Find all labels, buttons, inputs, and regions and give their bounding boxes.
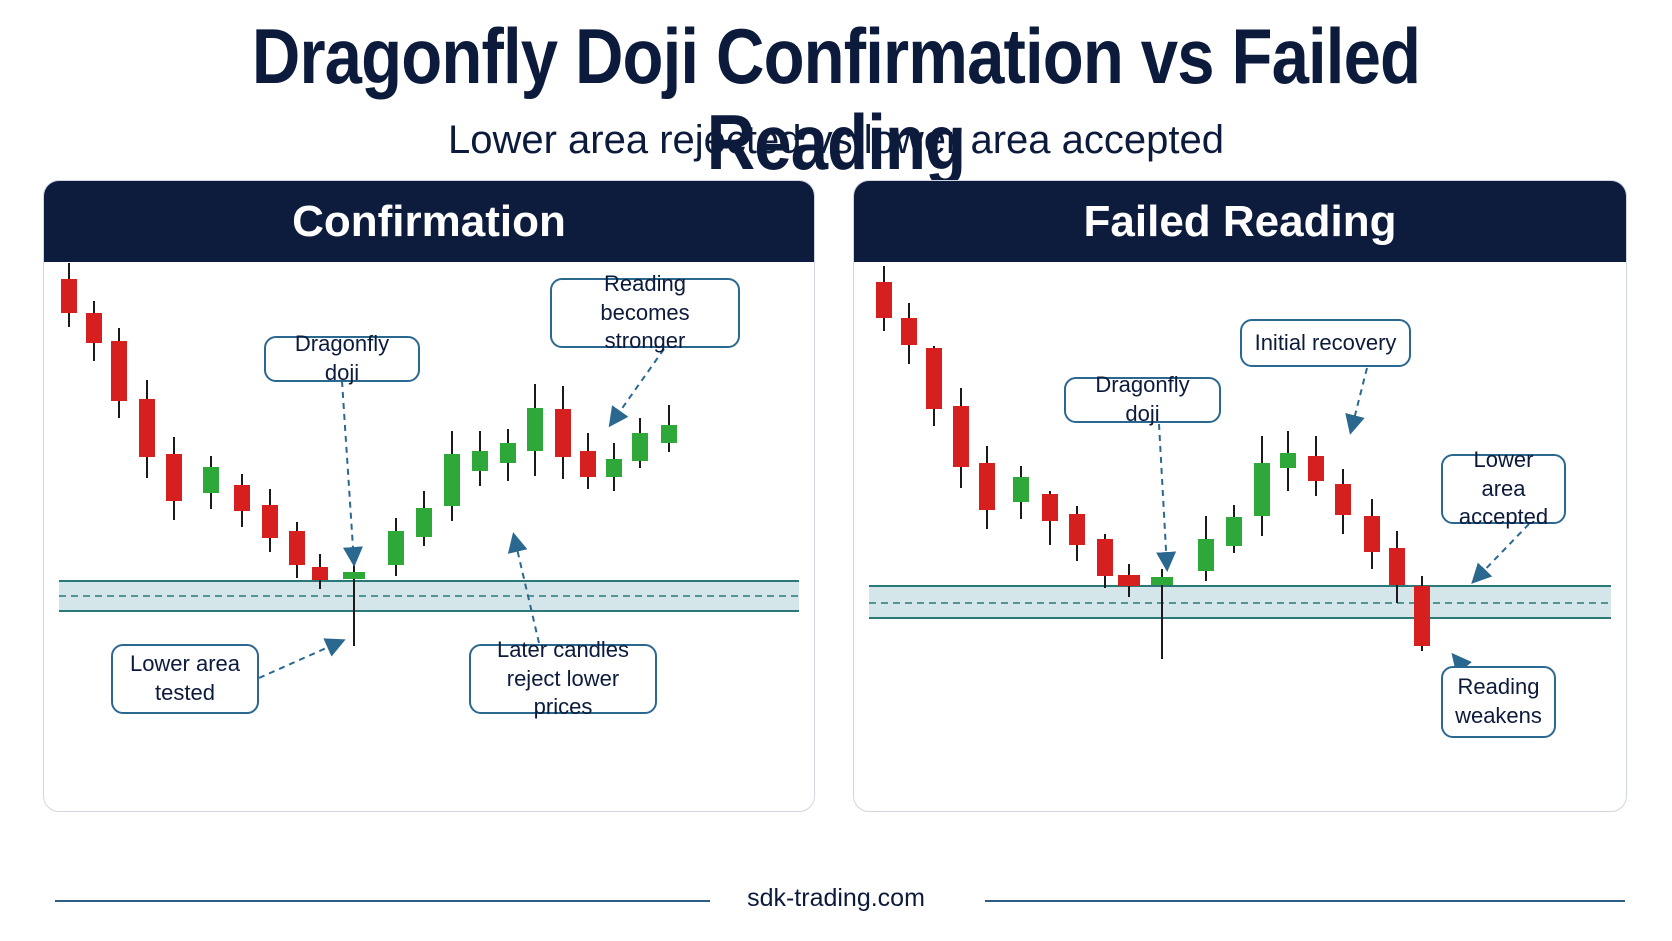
bearish-candle [312,554,328,589]
bearish-candle [61,263,77,327]
callout-arrows-right [1156,367,1530,685]
callout-lower-area-accepted: Lower area accepted [1441,447,1566,529]
arrow-tested [258,638,346,679]
bullish-candle [632,418,648,468]
bearish-candle [1308,436,1324,496]
candles-left [61,263,677,646]
callout-text: Lower area [1473,447,1534,501]
bearish-candle [876,266,892,331]
callout-text: Dragonfly doji [294,331,390,385]
callout-arrows-left [258,348,665,679]
callout-text: Lower area [129,651,241,677]
confirmation-header: Confirmation [44,181,814,262]
callout-text: Reading becomes [600,271,690,325]
page-subtitle: Lower area rejected vs lower area accept… [448,118,1224,162]
bearish-candle [1097,534,1113,588]
bullish-candle [1226,505,1242,553]
bearish-candle [926,346,942,426]
failed-reading-chart [869,266,1611,685]
bearish-candle [86,301,102,361]
bearish-candle [1069,506,1085,561]
bullish-candle [500,429,516,481]
bearish-candle [1364,499,1380,569]
callout-initial-recovery: Initial recovery [1240,319,1411,367]
candles-right [876,266,1430,659]
callout-text: reject lower prices [506,665,620,720]
callout-reading-weakens: Reading weakens [1441,666,1556,738]
bullish-candle [1198,516,1214,581]
bearish-candle [580,433,596,489]
callout-text: accepted [1458,504,1549,530]
bullish-candle [388,518,404,576]
bullish-candle [472,431,488,486]
bearish-candle [1389,531,1405,603]
arrow-recovery [1345,367,1368,435]
bearish-candle [555,386,571,479]
bearish-candle [953,388,969,488]
bearish-candle [111,328,127,418]
bullish-candle [1254,436,1270,536]
callout-dragonfly-doji: Dragonfly doji [264,331,420,385]
callout-later-candles: Later candles reject lower prices [469,637,657,719]
bullish-candle [1280,431,1296,491]
failed-reading-panel: Failed Reading Dragonfly doji Initial re… [853,180,1627,812]
arrow-reject [507,532,540,644]
bearish-candle [1335,469,1351,534]
bullish-candle [444,431,460,521]
bearish-candle [979,446,995,529]
callout-text: Dragonfly doji [1095,372,1190,426]
callout-text: Initial recovery [1254,329,1397,355]
bearish-candle [1414,576,1430,651]
arrow-doji [1156,423,1177,572]
bearish-candle [262,489,278,552]
failed-reading-header: Failed Reading [854,181,1626,262]
bullish-candle [203,456,219,509]
bullish-candle [527,384,543,476]
bearish-candle [289,522,305,578]
footer-rule-right [985,900,1625,902]
arrow-doji [341,380,363,567]
page-title: Dragonfly Doji Confirmation vs Failed Re… [251,12,1421,186]
callout-reading-stronger: Reading becomes stronger [550,271,740,353]
footer-site: sdk-trading.com [0,884,1672,913]
footer-site-text: sdk-trading.com [727,884,945,912]
arrow-accepted [1471,523,1530,584]
bearish-candle [1042,491,1058,545]
bearish-candle [1118,564,1140,597]
bullish-candle [661,405,677,452]
arrow-stronger [608,348,665,428]
callout-text: Reading [1457,674,1540,700]
bullish-candle [1151,569,1173,659]
footer-rule-left [55,900,710,902]
bearish-candle [234,474,250,527]
confirmation-panel: Confirmation Dragonfly doji Reading beco… [43,180,815,812]
bullish-candle [606,443,622,491]
bullish-candle [343,559,365,646]
bearish-candle [901,303,917,364]
bullish-candle [1013,466,1029,519]
confirmation-chart [59,263,799,679]
bearish-candle [139,380,155,478]
support-zone [59,580,799,612]
callout-text: stronger [604,328,686,354]
bearish-candle [166,437,182,520]
callout-text: Later candles [496,637,630,663]
support-zone [869,585,1611,619]
bullish-candle [416,491,432,546]
callout-dragonfly-doji: Dragonfly doji [1064,372,1221,426]
callout-text: weakens [1455,703,1542,728]
callout-lower-area-tested: Lower area tested [111,644,259,714]
callout-text: tested [155,680,215,705]
